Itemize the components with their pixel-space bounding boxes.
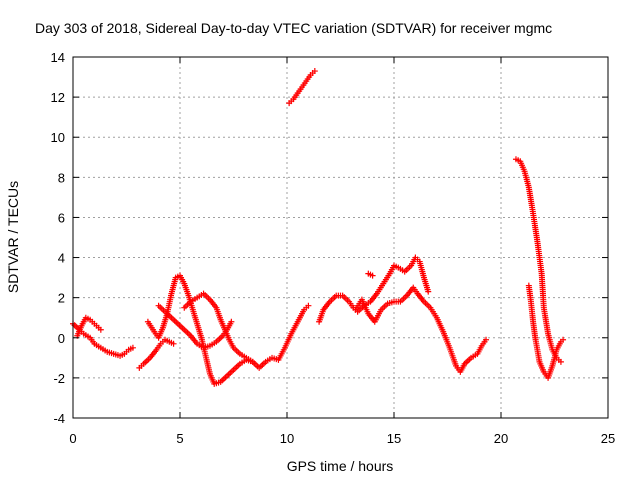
data-point [369,272,376,279]
grid [73,57,608,418]
data-point [170,340,177,347]
series-A [70,320,136,359]
data-point [249,358,256,365]
series-C [136,336,177,371]
axis-ticks: -4 -2 0 2 4 6 8 10 12 14 0 5 10 15 20 25 [51,50,616,446]
series-J [365,270,376,279]
y-tick-label: 10 [51,130,65,145]
y-tick-label: 8 [58,170,65,185]
data-point [305,302,312,309]
y-axis-label: SDTVAR / TECUs [5,181,21,293]
y-tick-label: -4 [53,411,65,426]
data-point [483,336,490,343]
plot-frame [72,56,609,419]
y-tick-label: 14 [51,50,65,65]
y-tick-label: 0 [58,331,65,346]
x-tick-label: 5 [176,431,183,446]
y-tick-label: 2 [58,291,65,306]
x-tick-label: 0 [69,431,76,446]
y-tick-label: 12 [51,90,65,105]
series-G [286,68,318,107]
series-K [512,156,564,365]
y-tick-label: 6 [58,210,65,225]
data-point [557,358,564,365]
data-point [560,336,567,343]
x-tick-label: 20 [494,431,508,446]
series-B [74,314,104,339]
data-series [70,68,567,387]
series-E [155,302,235,351]
data-point [425,288,432,295]
series-F [181,290,256,365]
x-tick-label: 15 [387,431,401,446]
x-axis-label: GPS time / hours [287,458,394,474]
series-L [525,282,567,381]
x-tick-label: 10 [280,431,294,446]
data-point [129,344,136,351]
y-tick-label: -2 [53,371,65,386]
x-tick-label: 25 [601,431,615,446]
series-I [352,284,490,375]
data-point [228,318,235,325]
chart-title: Day 303 of 2018, Sidereal Day-to-day VTE… [35,20,552,36]
data-point [311,68,318,75]
y-tick-label: 4 [58,251,65,266]
data-point [97,326,104,333]
